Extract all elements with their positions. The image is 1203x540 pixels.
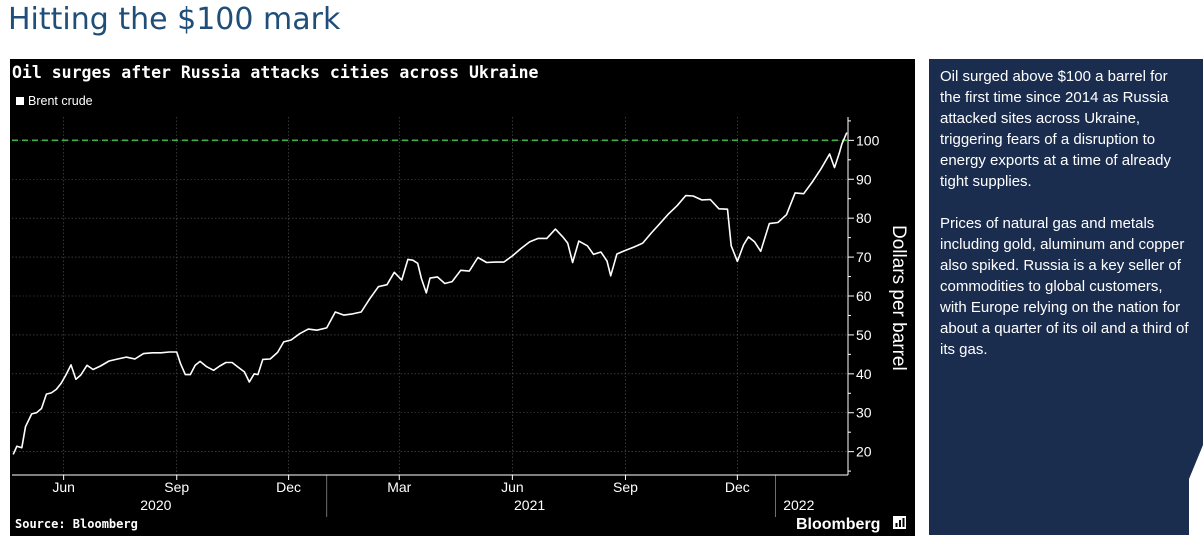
info-paragraph-1: Oil surged above $100 a barrel for the f… — [940, 68, 1171, 190]
chart-title: Oil surges after Russia attacks cities a… — [12, 63, 539, 82]
x-tick-label: Mar — [387, 479, 411, 495]
source-label: Source: Bloomberg — [15, 517, 138, 531]
y-tick-label: 50 — [856, 327, 872, 343]
info-paragraph-2: Prices of natural gas and metals includi… — [940, 215, 1189, 358]
x-tick-label: Dec — [276, 479, 301, 495]
chart-panel: 20 30 40 50 60 70 80 90 100 Jun Sep Dec Mar Jun Sep Dec… — [10, 59, 915, 536]
x-tick-label: Sep — [613, 479, 638, 495]
page-title: Hitting the $100 mark — [8, 2, 341, 37]
y-tick-label: 40 — [856, 366, 872, 382]
year-label: 2021 — [514, 497, 545, 513]
bloomberg-logo: Bloomberg — [796, 516, 880, 533]
year-label: 2022 — [783, 497, 814, 513]
y-tick-label: 20 — [856, 444, 872, 460]
x-tick-label: Jun — [501, 479, 524, 495]
x-tick-label: Dec — [725, 479, 750, 495]
axis-layer: 20 30 40 50 60 70 80 90 100 Jun Sep Dec Mar Jun Sep Dec… — [12, 117, 880, 517]
series-line-brent-crude — [12, 132, 848, 455]
bloomberg-chart-icon — [893, 516, 906, 529]
legend-label-brent-crude: Brent crude — [28, 94, 93, 108]
corner-accent-shape — [1189, 445, 1203, 535]
x-tick-label: Sep — [164, 479, 189, 495]
y-axis-label: Dollars per barrel — [888, 225, 909, 371]
y-tick-label: 80 — [856, 210, 872, 226]
y-tick-label: 60 — [856, 288, 872, 304]
oil-price-chart: 20 30 40 50 60 70 80 90 100 Jun Sep Dec Mar Jun Sep Dec… — [12, 63, 909, 533]
x-tick-label: Jun — [52, 479, 75, 495]
legend-swatch — [16, 97, 24, 105]
year-label: 2020 — [140, 497, 171, 513]
y-tick-label: 70 — [856, 249, 872, 265]
y-tick-label: 100 — [856, 132, 880, 148]
series-layer — [12, 132, 848, 455]
info-panel: Oil surged above $100 a barrel for the f… — [929, 59, 1203, 535]
grid-layer — [12, 117, 848, 475]
y-tick-label: 30 — [856, 405, 872, 421]
y-tick-label: 90 — [856, 171, 872, 187]
